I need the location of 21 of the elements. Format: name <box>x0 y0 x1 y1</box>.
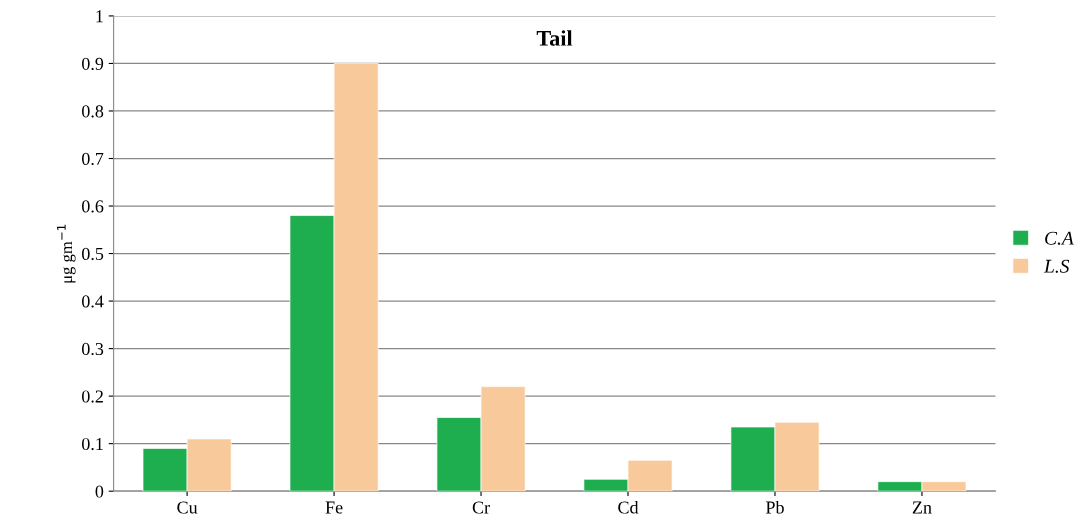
x-tick-label: Cd <box>618 500 639 514</box>
x-tick-label: Fe <box>325 501 343 514</box>
x-tick-label: Zn <box>912 501 932 514</box>
y-tick-label: 0.8 <box>82 105 104 118</box>
x-tick-label: Cu <box>177 501 198 514</box>
legend-label: C.A <box>1045 231 1074 245</box>
chart-title: Tail <box>536 30 573 46</box>
legend-label: L.S <box>1043 259 1070 273</box>
y-tick-label: 0.7 <box>82 152 104 166</box>
y-tick-label: 0.3 <box>82 342 104 356</box>
x-tick-label: Pb <box>765 500 784 514</box>
y-tick-label: 0.9 <box>82 57 104 70</box>
y-tick-label: 1 <box>96 10 103 23</box>
y-tick-label: 0.6 <box>82 200 104 213</box>
y-tick-label: 0.4 <box>82 295 104 308</box>
y-axis-title: μg gm$^{−1}$ <box>57 224 76 283</box>
y-tick-label: 0 <box>95 485 104 498</box>
y-tick-label: 0.1 <box>82 437 103 451</box>
y-tick-label: 0.5 <box>82 247 104 261</box>
y-tick-label: 0.2 <box>82 390 103 403</box>
x-tick-label: Cr <box>472 501 490 514</box>
